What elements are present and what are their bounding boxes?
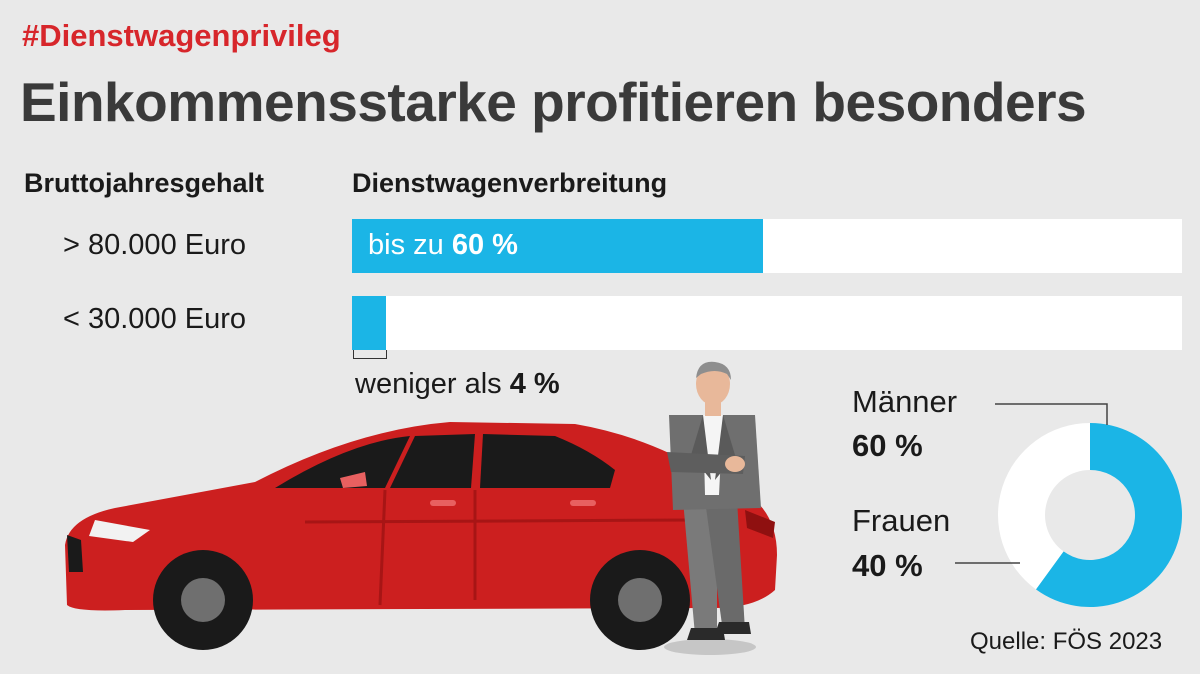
low-income-bracket bbox=[353, 350, 387, 359]
donut-label-men: Männer bbox=[852, 384, 958, 419]
bar-label-high-income: bis zu 60 % bbox=[368, 229, 518, 262]
page-title: Einkommensstarke profitieren besonders bbox=[20, 71, 1087, 133]
income-column-header: Bruttojahresgehalt bbox=[24, 168, 265, 198]
donut-chart bbox=[998, 423, 1182, 607]
bar-low-income bbox=[352, 296, 386, 350]
car-illustration bbox=[65, 361, 777, 655]
donut-value-women: 40 % bbox=[852, 548, 923, 583]
hashtag-title: #Dienstwagenprivileg bbox=[22, 18, 341, 53]
bar-track-low-income bbox=[352, 296, 1182, 350]
donut-leader-lines bbox=[955, 403, 1108, 564]
share-column-header: Dienstwagenverbreitung bbox=[352, 168, 668, 198]
bar-label-value: 60 % bbox=[451, 229, 518, 261]
men-leader-line bbox=[995, 403, 1108, 425]
row-label-low-income: < 30.000 Euro bbox=[63, 303, 247, 335]
donut-slice-women bbox=[998, 423, 1090, 590]
bar-high-income bbox=[352, 219, 763, 273]
donut-value-men: 60 % bbox=[852, 428, 923, 463]
donut-slice-men bbox=[1035, 423, 1182, 607]
bar-track-high-income: bis zu 60 % bbox=[352, 219, 1182, 273]
bar-label-value: 4 % bbox=[509, 368, 560, 400]
donut-label-women: Frauen bbox=[852, 503, 951, 538]
row-label-high-income: > 80.000 Euro bbox=[63, 229, 247, 261]
bar-label-low-income: weniger als 4 % bbox=[355, 368, 560, 401]
bar-label-prefix: bis zu bbox=[368, 229, 444, 261]
bar-label-prefix: weniger als bbox=[355, 368, 502, 400]
source-note: Quelle: FÖS 2023 bbox=[970, 628, 1163, 655]
